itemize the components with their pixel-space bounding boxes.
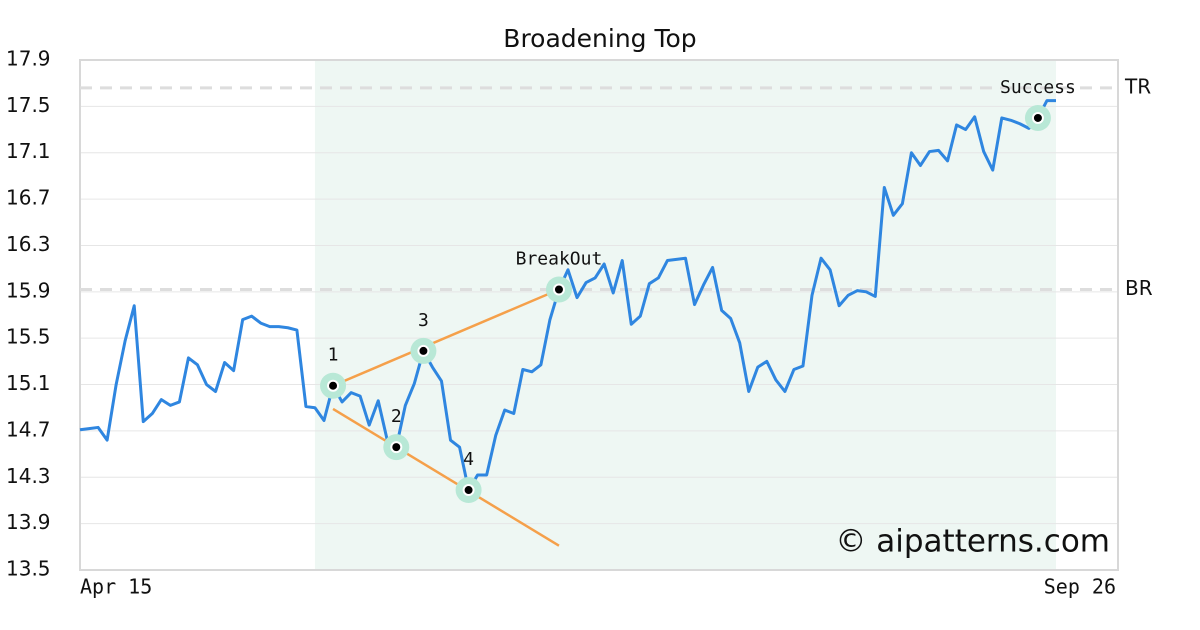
pattern-label: BreakOut [516, 249, 603, 270]
y-tick-label: 13.9 [6, 510, 51, 534]
y-tick-label: 13.5 [6, 557, 51, 581]
trendline [332, 407, 560, 547]
y-tick-label: 14.3 [6, 464, 51, 488]
level-label: BR [1125, 276, 1153, 300]
pattern-point [417, 344, 430, 357]
y-tick-label: 16.7 [6, 186, 51, 210]
pattern-label: Success [1000, 77, 1076, 98]
pattern-region [314, 60, 1056, 570]
pattern-label: 3 [418, 310, 429, 331]
pattern-point [390, 441, 403, 454]
y-tick-label: 17.1 [6, 139, 51, 163]
plot-frame [79, 59, 1119, 571]
pattern-point [552, 283, 565, 296]
trendline [332, 288, 560, 387]
pattern-label: 4 [463, 449, 474, 470]
y-tick-label: 15.9 [6, 278, 51, 302]
y-tick-label: 15.5 [6, 325, 51, 349]
y-tick-label: 17.9 [6, 47, 51, 71]
y-tick-label: 15.1 [6, 371, 51, 395]
watermark: © aipatterns.com [835, 524, 1110, 560]
pattern-point [327, 379, 340, 392]
pattern-point [1031, 111, 1044, 124]
pattern-label: 2 [391, 406, 402, 427]
pattern-label: 1 [328, 345, 339, 366]
x-tick-label: Sep 26 [1044, 575, 1116, 599]
pattern-point [462, 484, 475, 497]
x-tick-label: Apr 15 [80, 575, 152, 599]
price-line [79, 99, 1056, 492]
y-tick-label: 14.7 [6, 417, 51, 441]
y-tick-label: 17.5 [6, 93, 51, 117]
y-tick-label: 16.3 [6, 232, 51, 256]
level-label: TR [1124, 74, 1151, 98]
chart-title: Broadening Top [503, 24, 696, 53]
